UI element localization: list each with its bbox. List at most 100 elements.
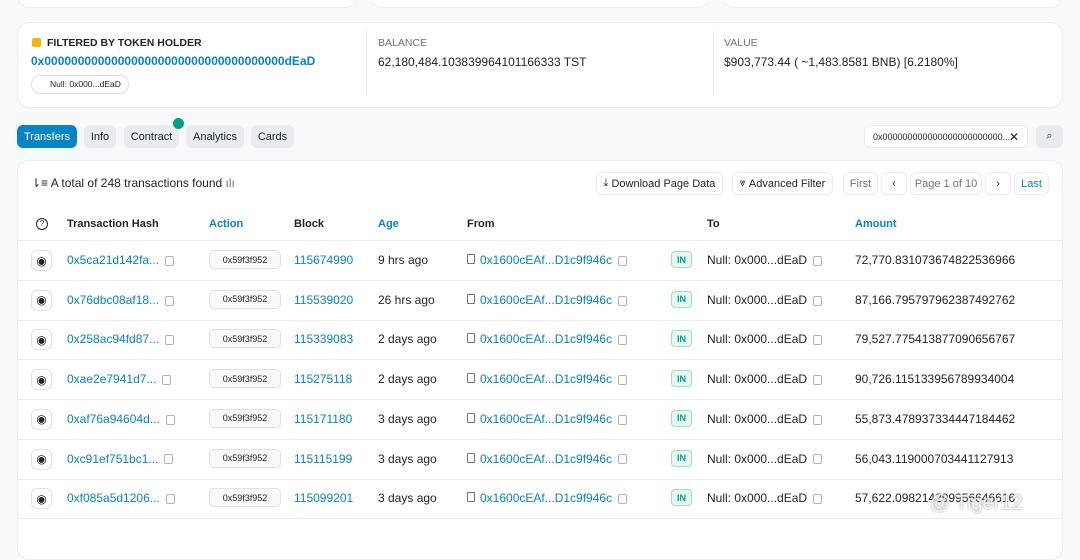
column-header: To bbox=[707, 218, 720, 230]
tab[interactable]: Cards bbox=[251, 125, 294, 148]
holder-address[interactable]: 0x000000000000000000000000000000000000dE… bbox=[31, 54, 316, 68]
copy-icon[interactable] bbox=[618, 374, 628, 385]
row-divider bbox=[17, 438, 1063, 440]
tab[interactable]: Analytics bbox=[186, 125, 244, 148]
view-button[interactable]: ◉ bbox=[31, 329, 52, 351]
to-address: Null: 0x000...dEaD bbox=[707, 253, 823, 267]
file-icon bbox=[467, 492, 475, 503]
to-address: Null: 0x000...dEaD bbox=[707, 491, 823, 505]
copy-icon[interactable] bbox=[813, 494, 823, 505]
from-address[interactable]: 0x1600cEAf...D1c9f946c bbox=[480, 412, 628, 426]
column-header[interactable]: Action bbox=[209, 218, 244, 230]
column-header[interactable]: Age bbox=[378, 218, 399, 230]
tab[interactable]: Contract bbox=[124, 125, 179, 148]
column-header: From bbox=[467, 218, 495, 230]
view-button[interactable]: ◉ bbox=[31, 448, 52, 470]
age: 3 days ago bbox=[378, 491, 437, 506]
copy-icon[interactable] bbox=[165, 295, 175, 306]
to-address: Null: 0x000...dEaD bbox=[707, 452, 823, 466]
column-header[interactable]: Amount bbox=[855, 218, 897, 230]
from-address[interactable]: 0x1600cEAf...D1c9f946c bbox=[480, 332, 628, 346]
view-button[interactable]: ◉ bbox=[31, 289, 52, 311]
direction-badge: IN bbox=[671, 290, 692, 308]
tab[interactable]: Info bbox=[84, 125, 116, 148]
from-address[interactable]: 0x1600cEAf...D1c9f946c bbox=[480, 491, 628, 505]
filter-button[interactable]: ⩔ Advanced Filter bbox=[732, 172, 833, 195]
copy-icon[interactable] bbox=[162, 374, 172, 385]
tx-hash[interactable]: 0x258ac94fd87... bbox=[67, 332, 175, 346]
view-button[interactable]: ◉ bbox=[31, 250, 52, 271]
first-button[interactable]: First bbox=[843, 172, 878, 195]
from-address[interactable]: 0x1600cEAf...D1c9f946c bbox=[480, 372, 628, 386]
copy-icon[interactable] bbox=[618, 255, 628, 266]
copy-icon[interactable] bbox=[618, 295, 628, 306]
block[interactable]: 115099201 bbox=[294, 491, 354, 506]
copy-icon[interactable] bbox=[165, 494, 175, 505]
block[interactable]: 115275118 bbox=[294, 372, 353, 387]
file-icon bbox=[467, 333, 475, 344]
copy-icon[interactable] bbox=[813, 374, 823, 385]
tx-hash[interactable]: 0x5ca21d142fa... bbox=[67, 253, 175, 267]
age: 2 days ago bbox=[378, 372, 437, 387]
block[interactable]: 115339083 bbox=[294, 332, 354, 347]
prev-button[interactable]: ‹ bbox=[881, 172, 907, 195]
block[interactable]: 115539020 bbox=[294, 292, 354, 307]
block[interactable]: 115674990 bbox=[294, 253, 354, 267]
amount: 72,770.831073674822536966 bbox=[855, 253, 1016, 267]
verified-badge bbox=[173, 118, 184, 129]
search-box[interactable]: 0x000000000000000000000000... ✕ bbox=[864, 125, 1028, 148]
copy-icon[interactable] bbox=[618, 414, 628, 425]
view-button[interactable]: ◉ bbox=[31, 369, 52, 391]
direction-badge: IN bbox=[671, 370, 692, 388]
divider bbox=[366, 31, 367, 95]
copy-icon[interactable] bbox=[164, 454, 174, 465]
view-button[interactable]: ◉ bbox=[31, 488, 52, 510]
row-divider bbox=[17, 478, 1063, 480]
copy-icon[interactable] bbox=[813, 255, 823, 266]
amount: 55,873.478937334447184462 bbox=[855, 411, 1016, 426]
method-badge: 0x59f3f952 bbox=[209, 408, 281, 428]
view-button[interactable]: ◉ bbox=[31, 408, 52, 430]
next-button[interactable]: › bbox=[985, 172, 1011, 195]
copy-icon[interactable] bbox=[813, 335, 823, 346]
search-text: 0x000000000000000000000000... bbox=[873, 131, 1011, 142]
amount: 87,166.795797962387492762 bbox=[855, 292, 1016, 307]
search-button[interactable]: ⌕ bbox=[1036, 125, 1063, 148]
download-button[interactable]: ⤓ Download Page Data bbox=[596, 172, 723, 195]
age: 9 hrs ago bbox=[378, 253, 429, 267]
block[interactable]: 115171180 bbox=[294, 411, 353, 426]
page-indicator: Page 1 of 10 bbox=[910, 172, 982, 195]
block[interactable]: 115115199 bbox=[294, 451, 353, 466]
tx-hash[interactable]: 0xaf76a94604d... bbox=[67, 412, 175, 426]
age: 26 hrs ago bbox=[378, 292, 435, 307]
tx-hash[interactable]: 0xc91ef751bc1... bbox=[67, 452, 174, 466]
copy-icon[interactable] bbox=[618, 335, 628, 346]
copy-icon[interactable] bbox=[618, 454, 628, 465]
copy-icon[interactable] bbox=[165, 255, 175, 266]
top-card bbox=[370, 0, 710, 8]
copy-icon[interactable] bbox=[813, 454, 823, 465]
method-badge: 0x59f3f952 bbox=[209, 488, 281, 508]
top-card bbox=[722, 0, 1063, 8]
tx-hash[interactable]: 0xf085a5d1206... bbox=[67, 491, 175, 505]
copy-icon[interactable] bbox=[618, 494, 628, 505]
copy-icon[interactable] bbox=[165, 335, 175, 346]
from-address[interactable]: 0x1600cEAf...D1c9f946c bbox=[480, 452, 628, 466]
tx-hash[interactable]: 0x76dbc08af18... bbox=[67, 293, 175, 307]
to-address: Null: 0x000...dEaD bbox=[707, 293, 823, 307]
balance-label: BALANCE bbox=[378, 37, 428, 49]
copy-icon[interactable] bbox=[813, 295, 823, 306]
from-address[interactable]: 0x1600cEAf...D1c9f946c bbox=[480, 293, 628, 307]
from-address[interactable]: 0x1600cEAf...D1c9f946c bbox=[480, 253, 628, 267]
row-divider bbox=[17, 319, 1063, 321]
to-address: Null: 0x000...dEaD bbox=[707, 332, 823, 346]
amount: 57,622.098214299956646616 bbox=[855, 491, 1016, 506]
method-badge: 0x59f3f952 bbox=[209, 329, 281, 349]
copy-icon[interactable] bbox=[813, 414, 823, 425]
last-button[interactable]: Last bbox=[1014, 172, 1049, 195]
direction-badge: IN bbox=[671, 489, 692, 507]
tab[interactable]: Transfers bbox=[17, 125, 77, 148]
tx-hash[interactable]: 0xae2e7941d7... bbox=[67, 372, 172, 386]
age: 3 days ago bbox=[378, 451, 437, 466]
copy-icon[interactable] bbox=[165, 414, 175, 425]
